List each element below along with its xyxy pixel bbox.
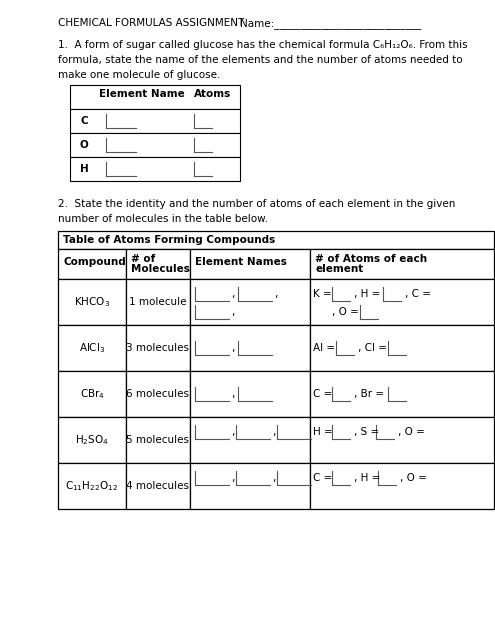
Bar bbox=[190, 325, 310, 371]
Text: number of molecules in the table below.: number of molecules in the table below. bbox=[58, 214, 268, 224]
Bar bbox=[310, 463, 494, 509]
Text: make one molecule of glucose.: make one molecule of glucose. bbox=[58, 70, 220, 80]
Text: 4 molecules: 4 molecules bbox=[127, 481, 190, 491]
Text: element: element bbox=[315, 264, 363, 274]
Text: , S =: , S = bbox=[354, 427, 379, 437]
Text: ,: , bbox=[231, 343, 234, 353]
Text: 5 molecules: 5 molecules bbox=[127, 435, 190, 445]
Bar bbox=[126, 463, 190, 509]
Bar bbox=[58, 249, 126, 279]
Text: ,: , bbox=[231, 307, 234, 317]
Text: 6 molecules: 6 molecules bbox=[127, 389, 190, 399]
Text: 2.  State the identity and the number of atoms of each element in the given: 2. State the identity and the number of … bbox=[58, 199, 455, 209]
Bar bbox=[190, 417, 310, 463]
Text: ,: , bbox=[231, 473, 234, 483]
Text: , Br =: , Br = bbox=[354, 389, 384, 399]
Bar bbox=[190, 371, 310, 417]
Bar bbox=[58, 417, 126, 463]
Text: # of: # of bbox=[131, 254, 155, 264]
Bar bbox=[58, 371, 126, 417]
Text: # of Atoms of each: # of Atoms of each bbox=[315, 254, 427, 264]
Text: CHEMICAL FORMULAS ASSIGNMENT: CHEMICAL FORMULAS ASSIGNMENT bbox=[58, 18, 244, 28]
Text: C =: C = bbox=[313, 473, 332, 483]
Text: , C =: , C = bbox=[405, 289, 431, 299]
Text: 1.  A form of sugar called glucose has the chemical formula C₆H₁₂O₆. From this: 1. A form of sugar called glucose has th… bbox=[58, 40, 468, 50]
Text: , H =: , H = bbox=[354, 473, 380, 483]
Bar bbox=[70, 157, 240, 181]
Text: O: O bbox=[80, 140, 89, 150]
Text: AlCl$_3$: AlCl$_3$ bbox=[79, 341, 105, 355]
Text: , O =: , O = bbox=[332, 307, 359, 317]
Bar bbox=[70, 85, 240, 109]
Text: Table of Atoms Forming Compounds: Table of Atoms Forming Compounds bbox=[63, 235, 275, 245]
Bar bbox=[58, 463, 126, 509]
Text: ,: , bbox=[272, 473, 275, 483]
Bar bbox=[190, 249, 310, 279]
Text: Compound: Compound bbox=[63, 257, 126, 267]
Text: ,: , bbox=[274, 289, 277, 299]
Text: K =: K = bbox=[313, 289, 332, 299]
Bar bbox=[58, 231, 494, 249]
Bar bbox=[310, 371, 494, 417]
Text: C =: C = bbox=[313, 389, 332, 399]
Text: , H =: , H = bbox=[354, 289, 380, 299]
Bar bbox=[70, 133, 240, 157]
Text: Molecules: Molecules bbox=[131, 264, 190, 274]
Text: KHCO$_3$: KHCO$_3$ bbox=[74, 295, 110, 309]
Text: Atoms: Atoms bbox=[195, 89, 232, 99]
Bar bbox=[126, 371, 190, 417]
Bar bbox=[310, 417, 494, 463]
Bar bbox=[190, 463, 310, 509]
Text: , Cl =: , Cl = bbox=[358, 343, 387, 353]
Text: CBr$_4$: CBr$_4$ bbox=[80, 387, 104, 401]
Text: Element Name: Element Name bbox=[99, 89, 185, 99]
Bar bbox=[126, 325, 190, 371]
Text: ,: , bbox=[231, 289, 234, 299]
Text: formula, state the name of the elements and the number of atoms needed to: formula, state the name of the elements … bbox=[58, 55, 463, 65]
Text: 1 molecule: 1 molecule bbox=[129, 297, 187, 307]
Text: H$_2$SO$_4$: H$_2$SO$_4$ bbox=[75, 433, 109, 447]
Text: ,: , bbox=[272, 427, 275, 437]
Text: ,: , bbox=[231, 389, 234, 399]
Text: H: H bbox=[80, 164, 89, 174]
Bar bbox=[310, 249, 494, 279]
Text: 3 molecules: 3 molecules bbox=[127, 343, 190, 353]
Text: , O =: , O = bbox=[400, 473, 427, 483]
Bar bbox=[70, 109, 240, 133]
Bar bbox=[310, 325, 494, 371]
Bar bbox=[190, 279, 310, 325]
Text: , O =: , O = bbox=[398, 427, 425, 437]
Text: C$_{11}$H$_{22}$O$_{12}$: C$_{11}$H$_{22}$O$_{12}$ bbox=[65, 479, 118, 493]
Text: Name:____________________________: Name:____________________________ bbox=[240, 18, 421, 29]
Text: H =: H = bbox=[313, 427, 333, 437]
Bar bbox=[126, 279, 190, 325]
Text: Al =: Al = bbox=[313, 343, 335, 353]
Bar bbox=[126, 417, 190, 463]
Bar bbox=[310, 279, 494, 325]
Text: C: C bbox=[80, 116, 88, 126]
Text: Element Names: Element Names bbox=[195, 257, 287, 267]
Text: ,: , bbox=[231, 427, 234, 437]
Bar bbox=[58, 279, 126, 325]
Bar bbox=[126, 249, 190, 279]
Bar bbox=[58, 325, 126, 371]
